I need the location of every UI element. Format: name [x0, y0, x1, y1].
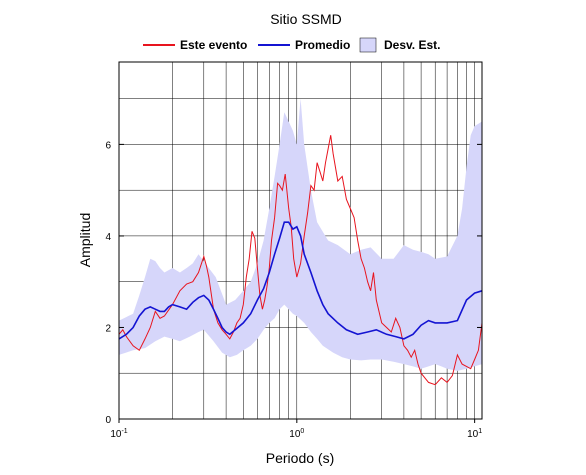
x-tick-label: 10-1	[110, 428, 127, 440]
y-axis-label: Amplitud	[77, 213, 93, 267]
legend-label-desv-est: Desv. Est.	[384, 38, 440, 52]
y-tick-label: 6	[105, 140, 111, 151]
x-axis: 10-1 100 101	[110, 419, 482, 440]
x-tick-label: 100	[289, 428, 304, 440]
y-tick-label: 4	[105, 232, 111, 243]
legend: Este evento Promedio Desv. Est.	[143, 37, 440, 53]
plot-frame	[118, 61, 483, 420]
y-tick-label: 2	[105, 323, 111, 334]
x-tick-label: 101	[467, 428, 482, 440]
y-tick-label: 0	[105, 415, 111, 426]
series-line-promedio	[118, 221, 483, 340]
legend-label-este-evento: Este evento	[180, 38, 247, 52]
y-axis: 0 2 4 6	[105, 140, 482, 426]
legend-swatch-desv-est	[359, 37, 377, 53]
series-line-este-evento	[118, 135, 483, 386]
x-axis-label: Periodo (s)	[266, 450, 334, 466]
legend-label-promedio: Promedio	[295, 38, 350, 52]
chart-title: Sitio SSMD	[270, 11, 342, 27]
